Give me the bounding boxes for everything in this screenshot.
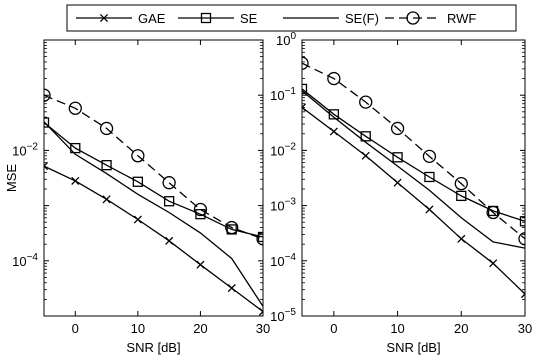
x-tick-label: 10 [131,321,145,336]
series-line-gae [302,106,525,295]
data-point-gae [133,215,142,224]
data-point-se [328,109,340,120]
data-point-gae [102,195,111,204]
x-tick-label: 0 [330,321,337,336]
plot-area [44,88,263,316]
legend-label-gae: GAE [138,11,166,26]
data-point-rwf [256,232,263,246]
data-point-se [519,216,525,227]
x-tick-label: 30 [256,321,270,336]
legend-marker-rwf [406,11,420,25]
data-point-gae [227,284,236,293]
data-point-se [163,196,175,207]
data-point-rwf [225,220,239,235]
legend-label-se: SE [240,11,258,26]
series-line-rwf [302,62,525,240]
y-tick-label: 10−4 [12,252,38,269]
y-tick-label: 10−2 [270,141,296,158]
data-point-se [424,171,435,183]
data-point-rwf [454,176,468,191]
data-point-gae [329,127,338,136]
legend-marker-gae [99,13,109,23]
data-point-se [456,190,467,202]
data-point-se [44,117,50,128]
series-line-se [302,88,525,222]
data-point-rwf [359,95,373,109]
data-point-gae [71,176,80,185]
data-point-se [302,83,308,95]
plot-area [302,56,525,299]
data-point-gae [258,307,263,316]
x-tick-label: 20 [193,321,207,336]
data-point-gae [361,151,370,160]
y-tick-label: 10−2 [12,141,38,158]
data-point-rwf [327,71,341,86]
legend-label-rwf: RWF [447,11,476,26]
data-point-rwf [486,205,500,220]
data-point-rwf [162,176,176,190]
data-point-rwf [68,101,82,115]
data-point-se [101,160,112,171]
data-point-rwf [193,202,208,217]
chart-panel-2: 0 10 20 30 10−5 10−4 10−3 10−2 10−1 100 SNR [dB] [270,31,532,355]
series-line-gae [44,165,263,313]
chart-panel-1: 0 10 20 30 10−4 10−2 SNR [dB] MSE [4,39,270,355]
data-point-rwf [390,121,405,136]
data-point-gae [393,178,402,187]
data-point-gae [489,259,498,268]
data-point-rwf [302,56,309,70]
data-point-gae [44,162,49,171]
x-tick-label: 20 [454,321,468,336]
legend: GAE SE SE(F) RWF [66,4,517,32]
data-point-rwf [44,88,51,102]
data-point-rwf [131,149,145,163]
data-point-gae [425,205,434,214]
y-tick-label: 100 [276,31,296,48]
data-point-se [360,131,371,142]
x-tick-label: 0 [72,321,79,336]
series-line-rwf [44,94,263,240]
y-tick-label: 10−4 [270,252,296,269]
y-axis-label: MSE [4,164,19,193]
x-axis-label: SNR [dB] [126,340,180,355]
legend-marker-se [200,12,212,24]
data-point-se [132,176,144,187]
plot-frame [301,39,526,317]
y-tick-label: 10−3 [270,197,296,214]
data-point-gae [457,234,466,243]
data-point-se [392,152,403,163]
data-point-gae [165,236,174,245]
data-point-gae [520,289,525,299]
data-point-gae [196,260,205,269]
x-tick-label: 30 [518,321,532,336]
plot-frame [43,39,264,317]
data-point-rwf [99,121,114,136]
data-point-rwf [422,149,437,164]
data-point-rwf [518,232,525,246]
y-tick-label: 10−5 [270,307,296,324]
data-point-se [70,142,81,154]
series-line-se-f [44,121,263,307]
data-point-gae [302,103,307,112]
series-line-se-f [302,90,525,249]
x-tick-label: 10 [390,321,404,336]
series-line-se [44,121,263,238]
legend-label-se-f: SE(F) [345,11,379,26]
x-axis-label: SNR [dB] [386,340,440,355]
y-tick-label: 10−1 [270,86,296,103]
